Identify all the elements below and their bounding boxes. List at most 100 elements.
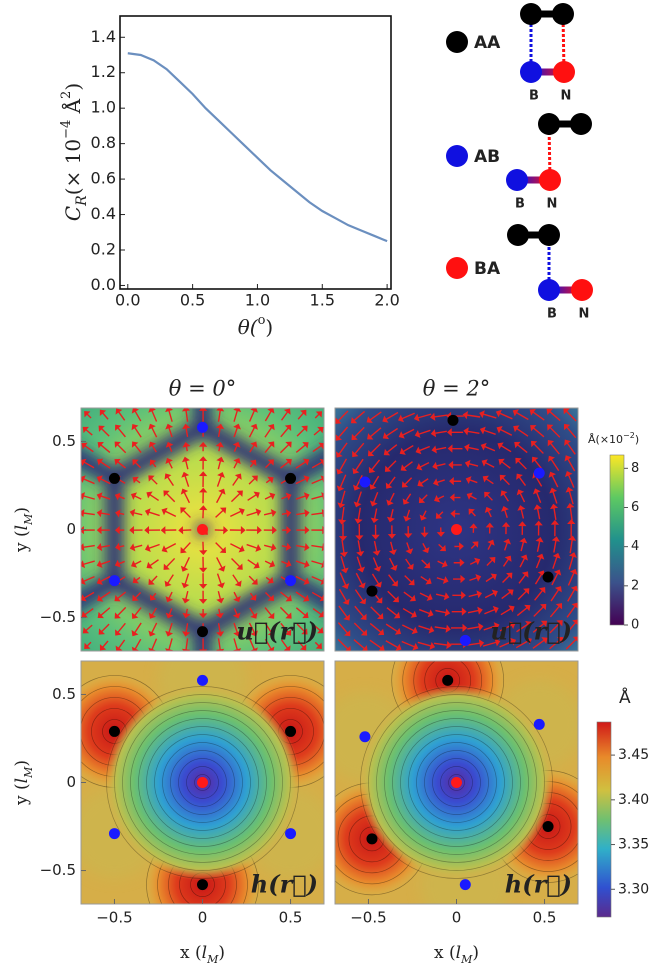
displacement-arrow	[248, 408, 258, 422]
displacement-arrow	[530, 425, 545, 438]
displacement-arrow	[281, 542, 292, 551]
stacking-site	[442, 674, 454, 686]
displacement-arrow	[515, 637, 532, 649]
displacement-arrow	[248, 423, 258, 438]
displacement-arrow	[385, 476, 396, 489]
displacement-arrow	[115, 639, 126, 651]
displacement-arrow	[449, 477, 462, 486]
y-tick-label: 0.2	[91, 240, 116, 259]
displacement-arrow	[164, 574, 174, 587]
displacement-arrow	[519, 537, 528, 552]
displacement-arrow	[549, 636, 564, 650]
label-part: )	[265, 315, 273, 339]
displacement-arrow	[199, 590, 208, 604]
stacking-site	[459, 634, 471, 646]
displacement-arrow	[263, 526, 277, 535]
displacement-arrow	[370, 508, 379, 524]
panel-title: θ = 2°	[423, 377, 490, 401]
displacement-arrow	[547, 424, 561, 438]
displacement-arrow	[338, 506, 347, 525]
label-part: M	[22, 766, 35, 779]
displacement-arrow	[199, 505, 208, 519]
displacement-arrow	[233, 591, 241, 603]
colorbar	[609, 454, 625, 626]
displacement-arrow	[312, 442, 324, 453]
displacement-arrow	[515, 457, 527, 470]
displacement-arrow	[296, 623, 308, 635]
x-tick-label: 1.5	[310, 291, 335, 310]
label-part: l	[12, 778, 32, 783]
displacement-arrow	[198, 408, 208, 422]
y-axis-label: CR(× 10−4 Å2)	[59, 83, 90, 221]
displacement-arrow	[550, 519, 560, 537]
label-part: M	[22, 513, 35, 526]
displacement-arrow	[405, 558, 414, 570]
displacement-arrow	[96, 509, 110, 518]
displacement-arrow	[497, 442, 512, 453]
displacement-arrow	[518, 521, 527, 535]
displacement-arrow	[501, 505, 509, 518]
field-label: u⃗(r⃗)	[236, 617, 318, 646]
displacement-arrow	[165, 457, 173, 469]
displacement-arrow	[263, 508, 277, 517]
displacement-arrow	[435, 592, 450, 601]
x-tick-label: −0.5	[350, 909, 386, 927]
line-series	[127, 52, 388, 243]
contour	[178, 758, 227, 807]
displacement-arrow	[464, 459, 479, 468]
displacement-arrow	[469, 523, 478, 533]
displacement-arrow	[199, 556, 208, 573]
y-axis-label: y (lM)	[12, 760, 35, 806]
displacement-arrow	[516, 473, 527, 486]
displacement-arrow	[198, 441, 208, 452]
label-part: −4	[59, 120, 74, 139]
displacement-arrow	[369, 622, 385, 636]
displacement-arrow	[296, 525, 310, 535]
displacement-arrow	[367, 443, 381, 457]
displacement-arrow	[401, 477, 413, 488]
colorbar-tick-label: 8	[631, 461, 639, 476]
displacement-arrow	[516, 489, 526, 503]
displacement-arrow	[199, 456, 208, 470]
colorbar-tick-label: 4	[631, 539, 639, 554]
label-part: )	[61, 83, 85, 91]
displacement-arrow	[338, 588, 350, 605]
x-tick-label: 0.0	[115, 291, 140, 310]
displacement-arrow	[295, 475, 310, 485]
displacement-arrow	[549, 603, 563, 618]
displacement-arrow	[564, 470, 575, 488]
displacement-arrow	[355, 572, 366, 589]
displacement-arrow	[216, 590, 225, 604]
stacking-site	[285, 472, 297, 484]
contour	[146, 726, 259, 839]
displacement-arrow	[435, 608, 451, 617]
label-part: M	[206, 953, 219, 966]
contour	[194, 774, 211, 791]
displacement-arrow	[148, 408, 158, 422]
legend-label: BA	[474, 259, 501, 279]
displacement-arrow	[264, 607, 275, 619]
stacking-site	[285, 575, 297, 587]
y-tick-label: 0.5	[52, 685, 76, 703]
displacement-arrow	[295, 560, 310, 569]
displacement-arrow	[337, 622, 351, 637]
displacement-arrow	[81, 475, 95, 485]
panel-title: θ = 0°	[169, 377, 236, 401]
stacking-site	[197, 421, 208, 433]
displacement-arrow	[420, 575, 432, 585]
label-part: (× 10	[61, 139, 85, 195]
displacement-arrow	[81, 525, 95, 535]
x-tick-label: 0.5	[533, 909, 557, 927]
displacement-arrow	[549, 503, 559, 520]
displacement-arrow	[435, 511, 444, 519]
displacement-arrow	[114, 525, 125, 535]
displacement-arrow	[484, 589, 498, 599]
displacement-arrow	[496, 425, 513, 436]
displacement-arrow	[146, 559, 159, 569]
atom-label: B	[529, 89, 539, 104]
carbon-atom	[507, 224, 529, 246]
displacement-arrow	[165, 638, 174, 651]
y-tick-label: 0.8	[91, 133, 116, 152]
displacement-arrow	[535, 537, 544, 552]
contour	[186, 766, 219, 799]
